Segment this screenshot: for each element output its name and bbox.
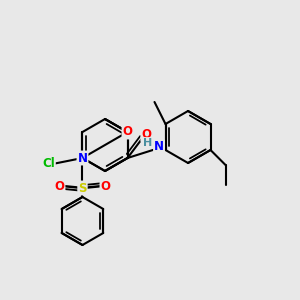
Text: O: O xyxy=(122,125,133,139)
Text: O: O xyxy=(55,179,64,193)
Text: O: O xyxy=(100,179,110,193)
Text: N: N xyxy=(77,152,88,164)
Text: N: N xyxy=(154,140,164,154)
Text: S: S xyxy=(78,182,87,194)
Text: Cl: Cl xyxy=(42,157,55,170)
Text: O: O xyxy=(141,128,151,141)
Text: H: H xyxy=(143,138,153,148)
